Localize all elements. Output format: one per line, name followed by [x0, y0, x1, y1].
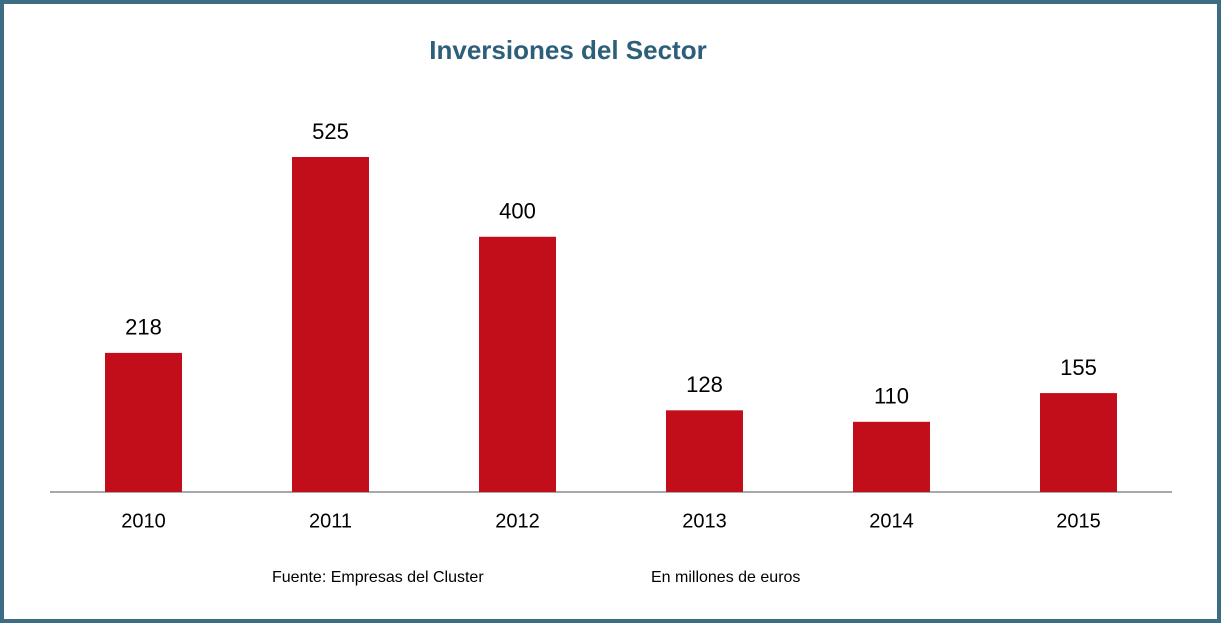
- data-label: 400: [499, 199, 536, 224]
- x-tick-label: 2013: [682, 510, 727, 532]
- x-tick-label: 2010: [121, 510, 166, 532]
- bar: [479, 236, 556, 492]
- data-label: 218: [125, 315, 162, 340]
- bar: [666, 410, 743, 492]
- bar: [1040, 393, 1117, 492]
- data-label: 155: [1060, 355, 1097, 380]
- bar: [292, 157, 369, 492]
- x-tick-label: 2011: [309, 510, 352, 532]
- source-note: Fuente: Empresas del Cluster: [272, 569, 484, 586]
- x-tick-label: 2014: [869, 510, 914, 532]
- unit-note: En millones de euros: [651, 569, 800, 586]
- x-tick-label: 2015: [1056, 510, 1101, 532]
- data-label: 110: [874, 384, 909, 409]
- data-label: 525: [312, 119, 349, 144]
- data-label: 128: [686, 372, 723, 397]
- chart-title: Inversiones del Sector: [429, 35, 706, 65]
- x-tick-label: 2012: [495, 510, 540, 532]
- bar: [105, 352, 182, 492]
- bar: [853, 421, 930, 492]
